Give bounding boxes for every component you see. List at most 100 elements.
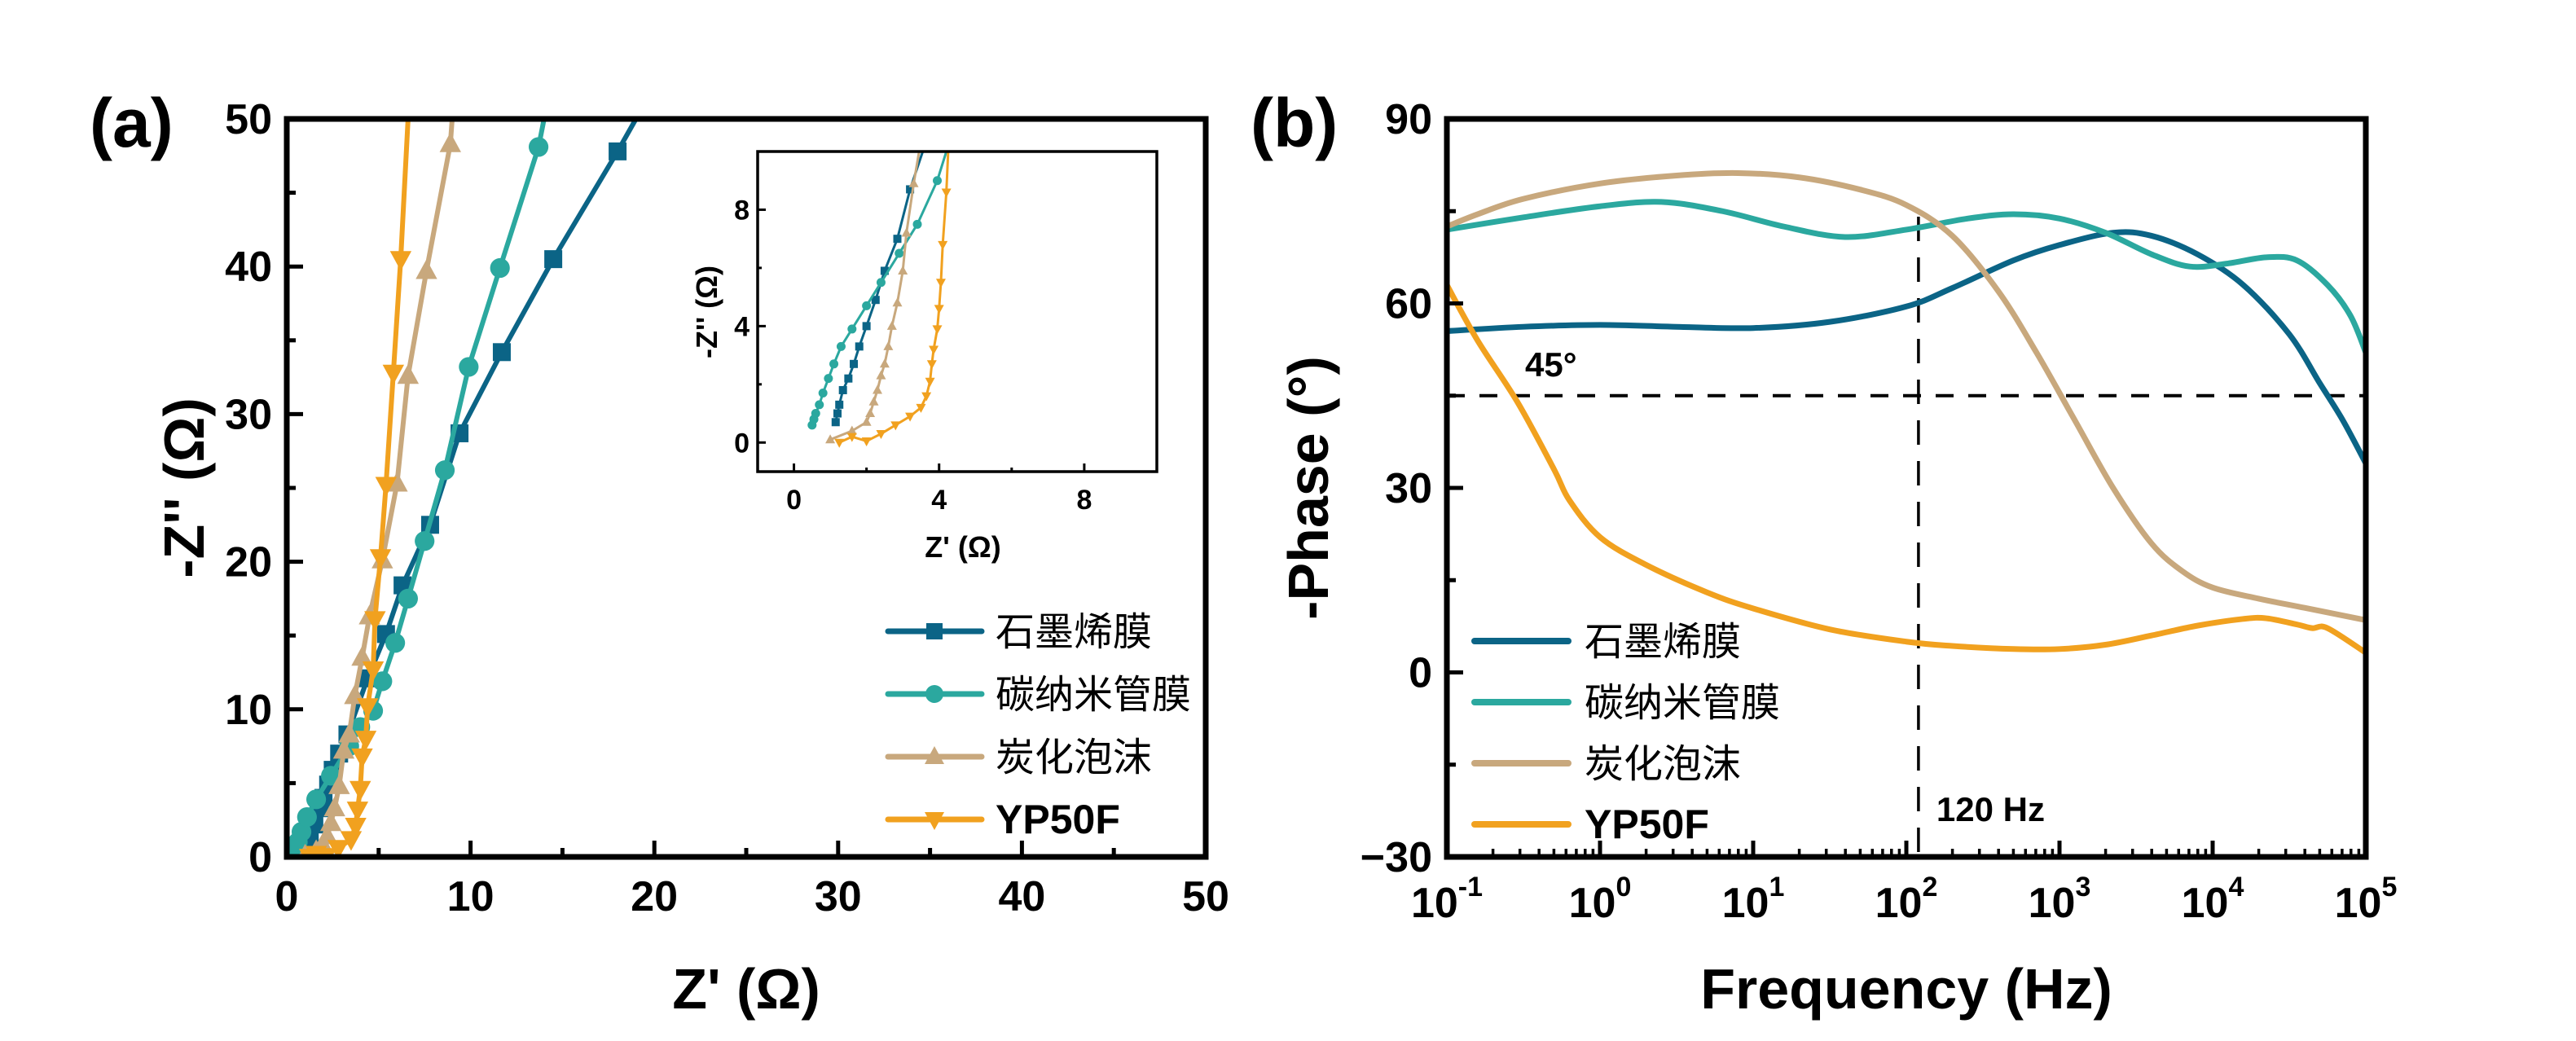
legend-marker-triangle-down [925, 812, 944, 830]
series-cnt [287, 119, 549, 857]
series-line-cnt [1447, 199, 2366, 354]
inset-point-cnt [847, 324, 857, 334]
inset-point-yp50f [934, 305, 944, 314]
data-point-cnt [398, 588, 418, 609]
inset-point-yp50f [925, 377, 935, 387]
series-line-foam [304, 119, 455, 857]
data-point-yp50f [327, 840, 349, 857]
x-tick-label: 40 [998, 873, 1045, 920]
data-point-foam [338, 723, 360, 743]
legend-label: 炭化泡沫 [996, 735, 1152, 780]
legend-item-foam: 炭化泡沫 [1471, 741, 1741, 787]
annotation-45deg: 45° [1525, 345, 1577, 384]
inset-point-foam [908, 178, 919, 187]
series-foam [297, 119, 461, 857]
inset-point-cnt [815, 400, 824, 410]
data-point-yp50f [357, 698, 379, 718]
inset-point-yp50f [941, 188, 952, 198]
inset-point-yp50f [905, 412, 916, 422]
data-point-yp50f [351, 748, 373, 769]
panel-b-y-axis-title: -Phase (°) [1277, 356, 1340, 620]
data-point-yp50f [346, 802, 369, 822]
inset-point-yp50f [916, 403, 926, 413]
legend-item-yp50f: YP50F [1471, 802, 1709, 847]
panel-b-series [1447, 169, 2366, 656]
inset-series-graphene [831, 152, 925, 427]
inset-point-foam [876, 370, 886, 380]
legend-label: 碳纳米管膜 [1585, 680, 1780, 726]
y-tick-label: 20 [225, 539, 272, 586]
inset-point-yp50f [929, 345, 939, 355]
x-tick-label: 103 [2029, 872, 2091, 927]
data-point-yp50f [349, 780, 371, 801]
inset-series-cnt [807, 152, 948, 430]
y-tick-label: 50 [225, 96, 272, 143]
data-point-yp50f [369, 549, 392, 569]
inset-y-tick-label: 8 [734, 195, 750, 226]
data-point-foam [351, 646, 373, 666]
inset-line-foam [829, 152, 921, 441]
y-tick-label: 90 [1385, 96, 1432, 143]
inset-point-graphene [855, 342, 864, 351]
panel-label-b: (b) [1251, 85, 1338, 161]
data-point-graphene [544, 250, 563, 269]
data-point-foam [415, 259, 437, 279]
inset-point-graphene [844, 374, 853, 383]
inset-point-graphene [871, 296, 880, 305]
inset-point-yp50f [938, 240, 948, 250]
inset-point-graphene [850, 359, 859, 368]
inset-frame [756, 150, 1158, 473]
inset-point-cnt [912, 219, 922, 229]
y-tick-label: 30 [225, 391, 272, 438]
inset-point-graphene [893, 235, 902, 244]
inset-point-yp50f [846, 433, 857, 442]
inset-x-axis-title: Z' (Ω) [925, 530, 1000, 564]
inset-point-foam [892, 297, 903, 307]
legend-item-foam: 炭化泡沫 [885, 735, 1152, 780]
inset-nyquist-zoom: 0 4 8 0 4 8 Z' (Ω) -Z'' (Ω) [690, 150, 1158, 564]
panel-a-frame [284, 116, 1209, 860]
panel-b-bode-phase: (b) 45° 120 Hz 10-1 100 101 102 103 104 105 −30 0… [1251, 85, 2397, 1021]
inset-point-cnt [829, 359, 839, 369]
annotation-120hz: 120 Hz [1936, 790, 2045, 828]
inset-point-foam [901, 227, 912, 237]
y-tick-label: 60 [1385, 281, 1432, 328]
x-tick-label: 104 [2182, 872, 2244, 927]
panel-a-x-axis-title: Z' (Ω) [672, 957, 820, 1021]
x-tick-label: 105 [2335, 872, 2398, 927]
data-point-cnt [415, 531, 435, 551]
legend-item-graphene: 石墨烯膜 [1471, 619, 1741, 665]
x-tick-label: 20 [631, 873, 678, 920]
data-point-yp50f [345, 818, 367, 838]
inset-series [807, 152, 952, 448]
data-point-cnt [459, 357, 479, 377]
inset-point-cnt [862, 301, 872, 310]
data-point-yp50f [389, 251, 412, 271]
inset-point-yp50f [935, 279, 946, 288]
inset-point-cnt [876, 278, 886, 288]
legend-label: YP50F [1585, 802, 1709, 847]
inset-y-tick-label: 0 [734, 428, 750, 459]
inset-point-graphene [833, 409, 842, 418]
legend-label: 石墨烯膜 [996, 609, 1152, 655]
data-point-foam [323, 796, 345, 817]
legend-marker-triangle-up [925, 746, 944, 764]
panel-b-frame [1444, 116, 2369, 860]
data-point-foam [397, 363, 420, 384]
data-point-cnt [434, 460, 455, 481]
panel-a-y-axis-title: -Z'' (Ω) [152, 398, 216, 578]
inset-y-tick-label: 4 [734, 311, 750, 342]
inset-point-foam [898, 265, 908, 275]
inset-point-graphene [862, 322, 871, 331]
data-point-cnt [385, 633, 406, 653]
series-line-cnt [293, 119, 547, 850]
data-point-yp50f [375, 477, 398, 497]
inset-point-yp50f [876, 430, 886, 440]
inset-point-foam [883, 340, 894, 350]
data-point-foam [319, 811, 342, 832]
